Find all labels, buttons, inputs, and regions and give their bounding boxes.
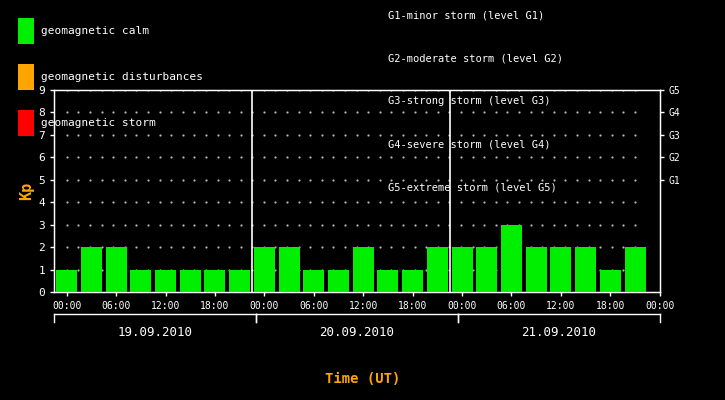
Bar: [378, 270, 399, 292]
Text: G1-minor storm (level G1): G1-minor storm (level G1): [388, 10, 544, 20]
Bar: [81, 247, 102, 292]
Bar: [155, 270, 176, 292]
Y-axis label: Kp: Kp: [20, 182, 34, 200]
Text: G4-severe storm (level G4): G4-severe storm (level G4): [388, 140, 550, 150]
Bar: [575, 247, 596, 292]
Text: geomagnetic calm: geomagnetic calm: [41, 26, 149, 36]
Bar: [204, 270, 225, 292]
Bar: [501, 225, 522, 292]
Bar: [254, 247, 275, 292]
Bar: [229, 270, 250, 292]
Bar: [57, 270, 78, 292]
Bar: [402, 270, 423, 292]
Bar: [427, 247, 448, 292]
Text: 21.09.2010: 21.09.2010: [521, 326, 597, 339]
Bar: [353, 247, 374, 292]
Bar: [600, 270, 621, 292]
Bar: [624, 247, 645, 292]
Text: G2-moderate storm (level G2): G2-moderate storm (level G2): [388, 53, 563, 63]
Bar: [328, 270, 349, 292]
Text: geomagnetic disturbances: geomagnetic disturbances: [41, 72, 203, 82]
Text: G5-extreme storm (level G5): G5-extreme storm (level G5): [388, 183, 557, 193]
Text: G3-strong storm (level G3): G3-strong storm (level G3): [388, 96, 550, 106]
Bar: [550, 247, 571, 292]
Bar: [476, 247, 497, 292]
Text: geomagnetic storm: geomagnetic storm: [41, 118, 156, 128]
Bar: [278, 247, 299, 292]
Bar: [303, 270, 324, 292]
Bar: [106, 247, 127, 292]
Text: 19.09.2010: 19.09.2010: [117, 326, 193, 339]
Bar: [526, 247, 547, 292]
Bar: [130, 270, 152, 292]
Text: Time (UT): Time (UT): [325, 372, 400, 386]
Bar: [180, 270, 201, 292]
Bar: [452, 247, 473, 292]
Text: 20.09.2010: 20.09.2010: [320, 326, 394, 339]
